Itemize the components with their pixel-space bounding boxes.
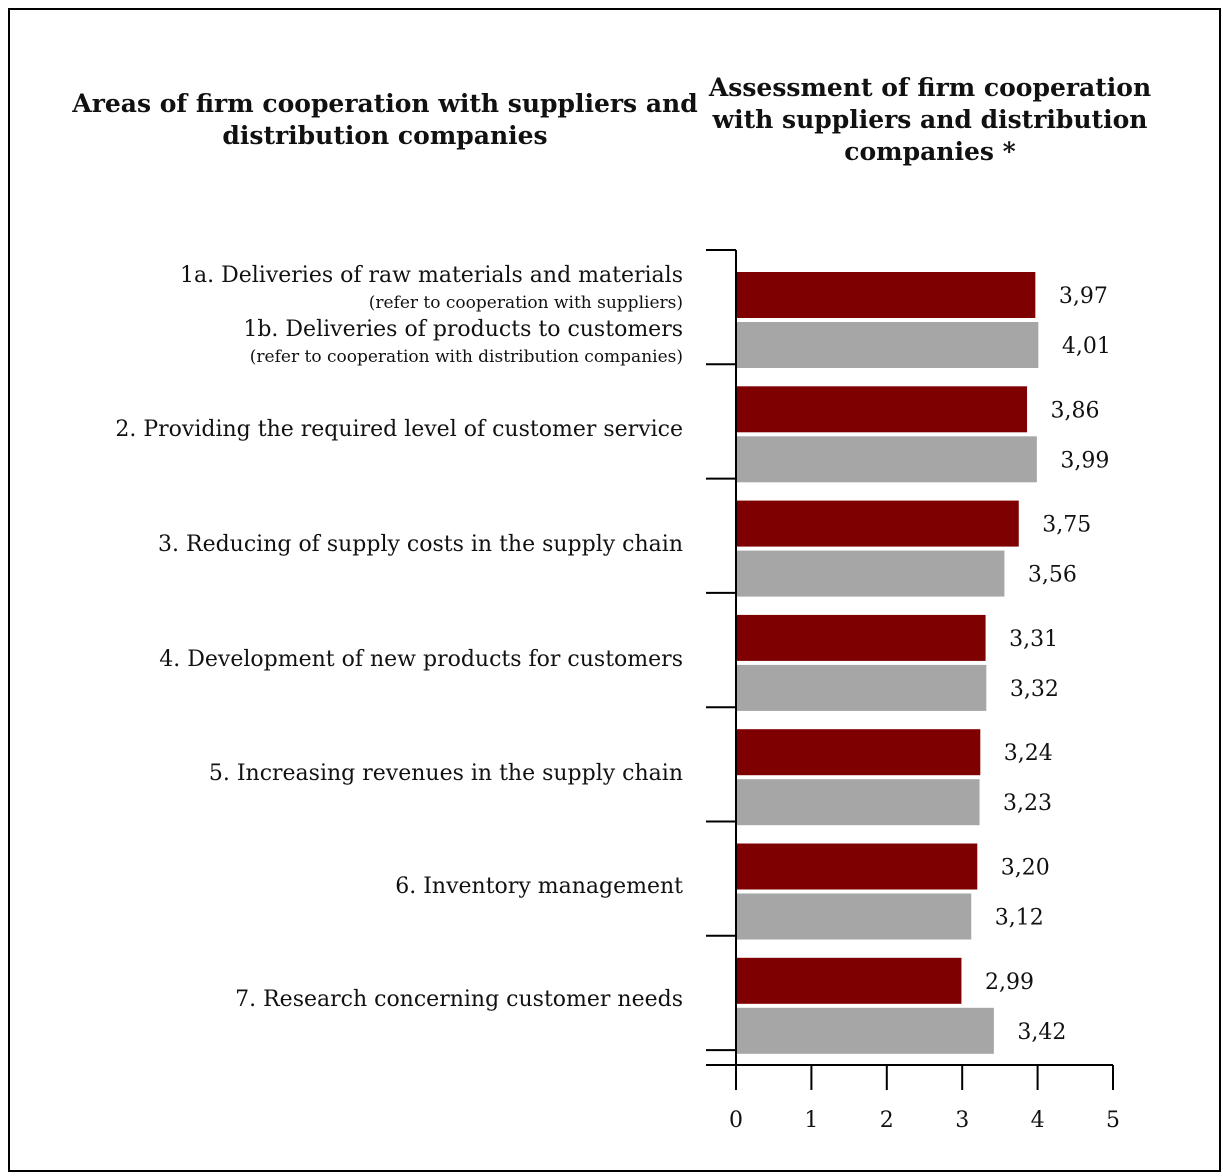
bar-series2-7 xyxy=(736,1007,994,1054)
category-label-5: 5. Increasing revenues in the supply cha… xyxy=(209,759,683,789)
value-label-series2-1: 4,01 xyxy=(1062,334,1111,359)
x-tick-label-2: 2 xyxy=(880,1108,894,1133)
category-label-line: (refer to cooperation with suppliers) xyxy=(368,293,683,313)
category-label-2: 2. Providing the required level of custo… xyxy=(115,415,683,445)
category-label-line: 6. Inventory management xyxy=(395,874,683,899)
value-label-series2-3: 3,56 xyxy=(1028,563,1077,588)
chart-title: Assessment of firm cooperation with supp… xyxy=(708,73,1152,166)
value-label-series1-7: 2,99 xyxy=(985,970,1034,995)
x-tick-label-4: 4 xyxy=(1031,1108,1045,1133)
category-label-line: 4. Development of new products for custo… xyxy=(159,647,683,672)
x-tick-label-0: 0 xyxy=(729,1108,743,1133)
value-label-series2-4: 3,32 xyxy=(1010,677,1059,702)
bar-series2-4 xyxy=(736,664,987,711)
value-label-series1-2: 3,86 xyxy=(1051,398,1100,423)
category-label-line: 1a. Deliveries of raw materials and mate… xyxy=(180,263,683,288)
bar-series2-2 xyxy=(736,436,1037,483)
bar-series1-7 xyxy=(736,957,962,1004)
category-label-line: 7. Research concerning customer needs xyxy=(235,987,683,1012)
bar-series1-3 xyxy=(736,500,1019,547)
category-label-3: 3. Reducing of supply costs in the suppl… xyxy=(158,530,683,560)
value-label-series2-2: 3,99 xyxy=(1060,448,1109,473)
bar-series2-6 xyxy=(736,893,972,940)
bar-series1-6 xyxy=(736,843,978,890)
category-label-1: 1a. Deliveries of raw materials and mate… xyxy=(180,261,683,369)
value-label-series1-4: 3,31 xyxy=(1009,627,1058,652)
x-tick-label-3: 3 xyxy=(955,1108,969,1133)
value-label-series1-5: 3,24 xyxy=(1004,741,1053,766)
x-tick-label-5: 5 xyxy=(1106,1108,1120,1133)
category-label-line: 2. Providing the required level of custo… xyxy=(115,417,683,442)
bar-series1-4 xyxy=(736,614,986,661)
figure-frame xyxy=(8,8,1221,1172)
bar-series1-5 xyxy=(736,729,981,776)
category-label-line: 5. Increasing revenues in the supply cha… xyxy=(208,761,683,786)
bar-series1-1 xyxy=(736,272,1036,318)
value-label-series2-5: 3,23 xyxy=(1003,791,1052,816)
category-label-4: 4. Development of new products for custo… xyxy=(159,645,683,675)
value-label-series2-6: 3,12 xyxy=(995,906,1044,931)
category-label-line: 3. Reducing of supply costs in the suppl… xyxy=(158,532,683,557)
bar-series2-3 xyxy=(736,550,1005,597)
category-label-6: 6. Inventory management xyxy=(395,872,683,902)
value-label-series2-7: 3,42 xyxy=(1017,1020,1066,1045)
category-label-line: 1b. Deliveries of products to customers xyxy=(243,317,683,342)
category-label-7: 7. Research concerning customer needs xyxy=(235,985,683,1015)
bar-series1-2 xyxy=(736,386,1028,433)
value-label-series1-3: 3,75 xyxy=(1042,513,1091,538)
bar-series2-1 xyxy=(736,322,1039,368)
category-label-line: (refer to cooperation with distribution … xyxy=(249,347,683,367)
x-tick-label-1: 1 xyxy=(804,1108,818,1133)
value-label-series1-6: 3,20 xyxy=(1001,856,1050,881)
bar-series2-5 xyxy=(736,779,980,826)
value-label-series1-1: 3,97 xyxy=(1059,284,1108,309)
left-heading: Areas of firm cooperation with suppliers… xyxy=(72,89,698,150)
